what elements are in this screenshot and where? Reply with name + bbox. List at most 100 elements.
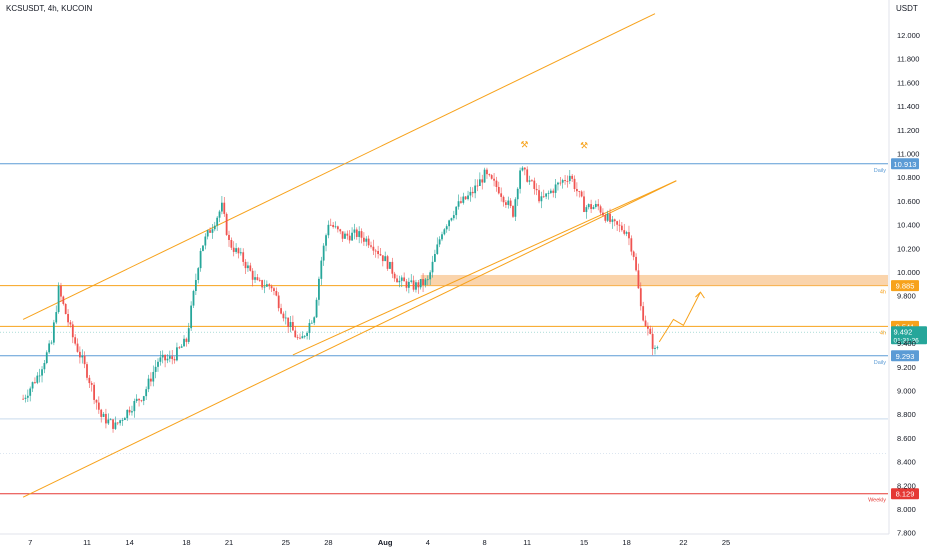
candle-body [239, 252, 242, 254]
candle-body [467, 195, 469, 200]
candle-body [351, 232, 353, 241]
candle-body [495, 180, 498, 187]
candle-body [412, 280, 415, 290]
candle-body [566, 180, 569, 182]
time-tick-label: 22 [679, 538, 687, 547]
candle-body [604, 215, 607, 221]
candle-body [216, 217, 219, 226]
candle-body [417, 282, 420, 288]
price-tick-label: 8.400 [897, 458, 916, 467]
candle-body [315, 299, 318, 318]
candle-body [419, 279, 422, 288]
candle-body [384, 256, 387, 262]
price-tick-label: 8.200 [897, 481, 916, 490]
candle-body [336, 226, 339, 230]
candle-body [164, 354, 166, 361]
candle-body [273, 288, 275, 292]
candle-body [310, 322, 313, 324]
level-price-label: 9.293 [896, 352, 915, 361]
resistance-zone [420, 274, 888, 286]
candle-body [57, 285, 60, 313]
candle-body [109, 419, 112, 421]
time-tick-label: 14 [125, 538, 133, 547]
candle-body [483, 169, 486, 183]
candle-body [471, 191, 474, 194]
candle-body [620, 225, 623, 231]
candle-body [329, 224, 332, 226]
candle-body [481, 179, 484, 183]
candle-body [415, 282, 417, 290]
price-tick-label: 9.400 [897, 339, 916, 348]
price-tick-label: 10.000 [897, 268, 920, 277]
candle-body [138, 398, 140, 401]
candle-body [500, 193, 503, 197]
price-axis-bg [889, 0, 932, 550]
candle-body [538, 190, 540, 202]
candle-body [632, 251, 635, 257]
candle-body [284, 317, 287, 319]
candle-body [422, 279, 424, 286]
candle-body [287, 317, 290, 327]
time-tick-label: 8 [483, 538, 487, 547]
level-price-badge [891, 158, 919, 170]
candle-body [123, 418, 126, 421]
candle-body [48, 343, 51, 353]
candle-body [592, 206, 595, 210]
candle-body [320, 260, 323, 279]
candle-body [616, 221, 619, 225]
candle-body [552, 190, 555, 193]
resistance-zone-band [420, 274, 888, 286]
candle-body [476, 185, 479, 187]
level-price-label: 10.913 [894, 160, 917, 169]
candle-body [554, 184, 557, 193]
candle-body [50, 342, 53, 344]
candle-body [296, 337, 299, 339]
candle-body [204, 236, 207, 246]
candle-body [232, 247, 235, 252]
candle-body [654, 347, 656, 349]
candle-body [370, 245, 372, 247]
candle-body [299, 337, 301, 339]
candle-body [183, 338, 185, 347]
candle-body [367, 238, 370, 246]
candle-body [294, 330, 297, 338]
level-price-label: 8.129 [896, 490, 915, 499]
candle-body [374, 250, 377, 252]
candle-body [599, 206, 602, 213]
candle-body [455, 206, 458, 216]
candle-body [460, 201, 462, 203]
candle-body [90, 383, 93, 385]
candle-body [301, 336, 304, 339]
candle-body [535, 188, 538, 191]
candle-body [519, 170, 521, 189]
candle-body [611, 219, 614, 222]
candle-body [391, 261, 394, 274]
candle-body [105, 413, 107, 424]
price-tick-label: 8.800 [897, 410, 916, 419]
candle-body [571, 175, 574, 179]
candle-body [365, 238, 368, 242]
candle-body [426, 279, 429, 281]
candle-body [221, 202, 223, 212]
candle-body [38, 375, 41, 377]
candle-body [429, 272, 432, 280]
candle-body [126, 409, 129, 419]
candle-body [242, 252, 245, 262]
candle-body [436, 244, 439, 255]
candle-body [71, 324, 74, 338]
candle-body [192, 290, 195, 306]
candle-body [313, 317, 316, 323]
candle-body [306, 333, 308, 336]
price-tick-label: 9.000 [897, 387, 916, 396]
candle-body [211, 229, 214, 233]
price-tick-label: 8.000 [897, 505, 916, 514]
level-price-badge [891, 280, 919, 292]
candle-body [635, 256, 637, 271]
candle-body [159, 357, 162, 362]
time-axis: 7 11 14 18 21 25 28 Aug 4 8 11 15 18 22 25 [0, 533, 889, 547]
price-tick-label: 9.200 [897, 363, 916, 372]
candle-body [197, 268, 200, 280]
candle-body [280, 308, 282, 314]
candle-body [606, 213, 609, 221]
